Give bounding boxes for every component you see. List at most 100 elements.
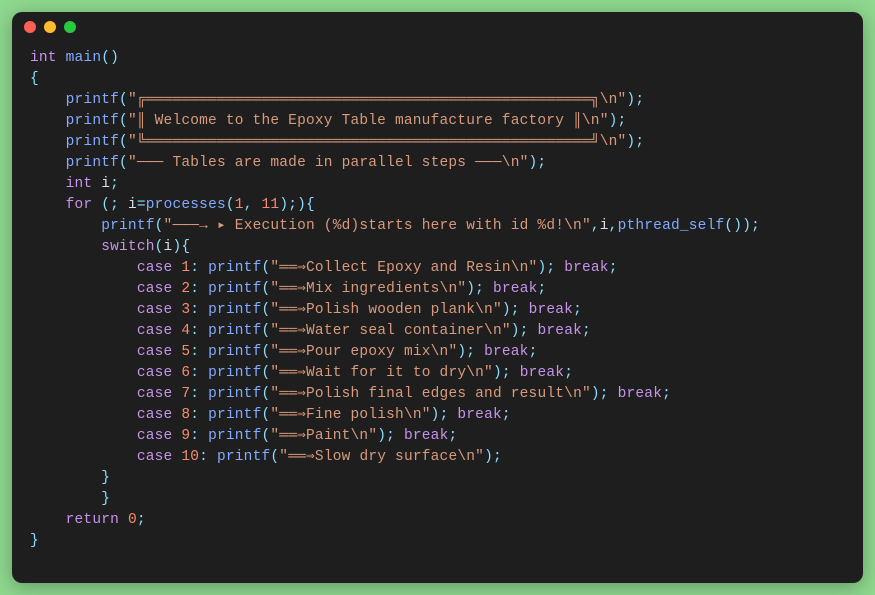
code-token: ; xyxy=(538,281,547,297)
code-token: : xyxy=(190,428,199,444)
code-token: i xyxy=(600,218,609,234)
code-token: printf xyxy=(66,155,119,171)
code-token: ( xyxy=(119,155,128,171)
code-token: ( xyxy=(119,113,128,129)
code-token: ) xyxy=(377,428,386,444)
code-token: "║ Welcome to the Epoxy Table manufactur… xyxy=(128,113,609,129)
code-token: printf xyxy=(208,407,261,423)
code-token: break xyxy=(520,365,565,381)
code-token: ; xyxy=(502,365,511,381)
code-token: ; xyxy=(110,197,119,213)
code-token: ; xyxy=(537,155,546,171)
code-token: } xyxy=(101,491,110,507)
code-token: "─── Tables are made in parallel steps ─… xyxy=(128,155,529,171)
code-token: 7 xyxy=(181,386,190,402)
code-token: printf xyxy=(208,302,261,318)
code-token: ; xyxy=(502,407,511,423)
code-token: : xyxy=(190,386,199,402)
code-token: 1 xyxy=(235,197,244,213)
code-token: ) xyxy=(110,50,119,66)
code-token: ) xyxy=(457,344,466,360)
code-token: : xyxy=(190,323,199,339)
code-token: "╚══════════════════════════════════════… xyxy=(128,134,626,150)
code-token: printf xyxy=(208,344,261,360)
code-token: ( xyxy=(119,134,128,150)
code-token: "══⇒Mix ingredients\n" xyxy=(270,281,466,297)
code-token: 4 xyxy=(181,323,190,339)
code-token: printf xyxy=(208,260,261,276)
code-token: , xyxy=(591,218,600,234)
code-token: ) xyxy=(609,113,618,129)
code-token: 2 xyxy=(181,281,190,297)
code-token: ; xyxy=(493,449,502,465)
code-token: 6 xyxy=(181,365,190,381)
code-token: i xyxy=(101,176,110,192)
code-token: ; xyxy=(546,260,555,276)
code-token: "══⇒Collect Epoxy and Resin\n" xyxy=(270,260,537,276)
code-token: 11 xyxy=(262,197,280,213)
code-token: ) xyxy=(484,449,493,465)
code-token: printf xyxy=(208,365,261,381)
code-token: ; xyxy=(618,113,627,129)
code-token: ; xyxy=(288,197,297,213)
code-token: switch xyxy=(101,239,154,255)
code-token: printf xyxy=(208,386,261,402)
code-token: ; xyxy=(137,512,146,528)
code-token: ; xyxy=(529,344,538,360)
code-token: case xyxy=(137,344,173,360)
code-token: case xyxy=(137,302,173,318)
code-token: : xyxy=(190,407,199,423)
zoom-icon[interactable] xyxy=(64,21,76,33)
code-token: "╔══════════════════════════════════════… xyxy=(128,92,626,108)
code-token: printf xyxy=(66,134,119,150)
code-token: i xyxy=(128,197,137,213)
code-token: int xyxy=(30,50,57,66)
code-token: break xyxy=(537,323,582,339)
code-token: ) xyxy=(733,218,742,234)
code-window: int main() { printf("╔══════════════════… xyxy=(12,12,863,583)
code-token: : xyxy=(199,449,208,465)
code-token: : xyxy=(190,344,199,360)
code-token: ( xyxy=(226,197,235,213)
code-token: pthread_self xyxy=(618,218,725,234)
code-token: ( xyxy=(270,449,279,465)
code-token: "══⇒Slow dry surface\n" xyxy=(279,449,484,465)
code-token: case xyxy=(137,449,173,465)
titlebar xyxy=(12,12,863,42)
code-token: printf xyxy=(208,428,261,444)
code-token: printf xyxy=(101,218,154,234)
code-token: ( xyxy=(101,197,110,213)
code-token: "══⇒Polish wooden plank\n" xyxy=(270,302,501,318)
code-token: "───→ ▸ Execution (%d)starts here with i… xyxy=(164,218,591,234)
code-token: 9 xyxy=(181,428,190,444)
code-token: 10 xyxy=(181,449,199,465)
code-token: break xyxy=(564,260,609,276)
code-token: { xyxy=(306,197,315,213)
code-token: ; xyxy=(582,323,591,339)
code-token: case xyxy=(137,281,173,297)
code-token: ; xyxy=(600,386,609,402)
code-token: printf xyxy=(66,92,119,108)
code-token: ; xyxy=(635,134,644,150)
close-icon[interactable] xyxy=(24,21,36,33)
code-token: ; xyxy=(751,218,760,234)
code-token: "══⇒Polish final edges and result\n" xyxy=(270,386,590,402)
code-token: processes xyxy=(146,197,226,213)
code-token: 0 xyxy=(128,512,137,528)
code-token: case xyxy=(137,365,173,381)
minimize-icon[interactable] xyxy=(44,21,56,33)
code-token: ; xyxy=(573,302,582,318)
code-token: ( xyxy=(119,92,128,108)
code-token: ( xyxy=(724,218,733,234)
code-token: , xyxy=(244,197,253,213)
code-token: ; xyxy=(475,281,484,297)
code-token: break xyxy=(404,428,449,444)
code-token: ( xyxy=(155,239,164,255)
code-token: , xyxy=(609,218,618,234)
code-token: "══⇒Water seal container\n" xyxy=(270,323,510,339)
code-token: break xyxy=(529,302,574,318)
code-token: ) xyxy=(626,92,635,108)
code-token: case xyxy=(137,407,173,423)
code-token: ( xyxy=(101,50,110,66)
code-token: } xyxy=(101,470,110,486)
